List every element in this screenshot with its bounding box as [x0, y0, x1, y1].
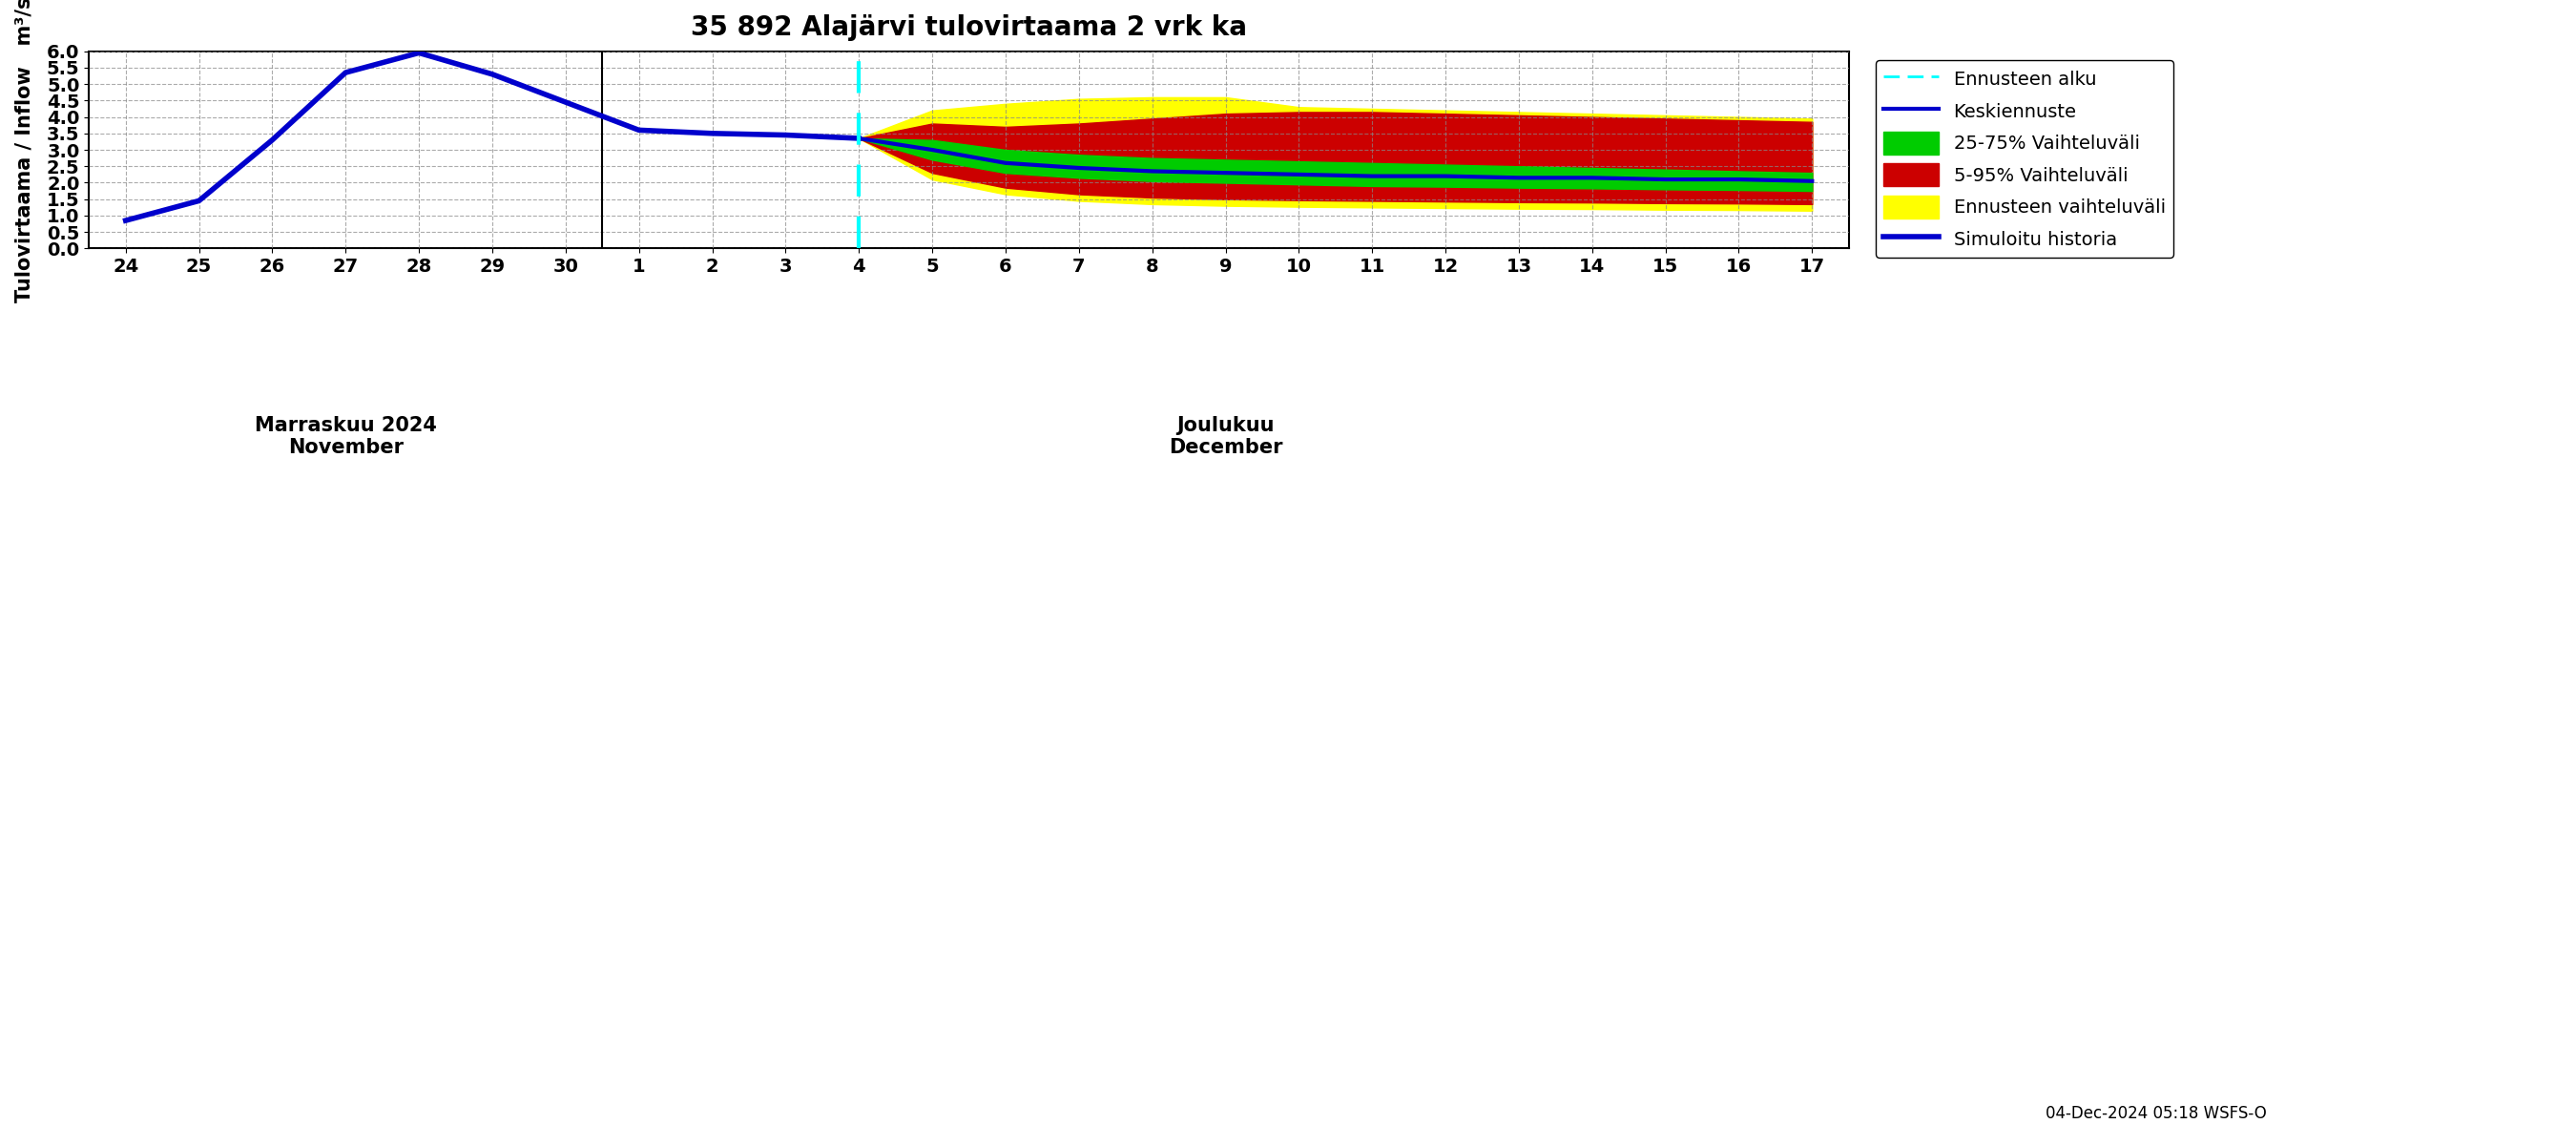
Text: Marraskuu 2024
November: Marraskuu 2024 November — [255, 416, 438, 457]
Text: Joulukuu
December: Joulukuu December — [1170, 416, 1283, 457]
Y-axis label: Tulovirtaama / Inflow   m³/s: Tulovirtaama / Inflow m³/s — [15, 0, 33, 302]
Legend: Ennusteen alku, Keskiennuste, 25-75% Vaihteluväli, 5-95% Vaihteluväli, Ennusteen: Ennusteen alku, Keskiennuste, 25-75% Vai… — [1875, 61, 2174, 258]
Text: 04-Dec-2024 05:18 WSFS-O: 04-Dec-2024 05:18 WSFS-O — [2045, 1105, 2267, 1122]
Title: 35 892 Alajärvi tulovirtaama 2 vrk ka: 35 892 Alajärvi tulovirtaama 2 vrk ka — [690, 14, 1247, 41]
